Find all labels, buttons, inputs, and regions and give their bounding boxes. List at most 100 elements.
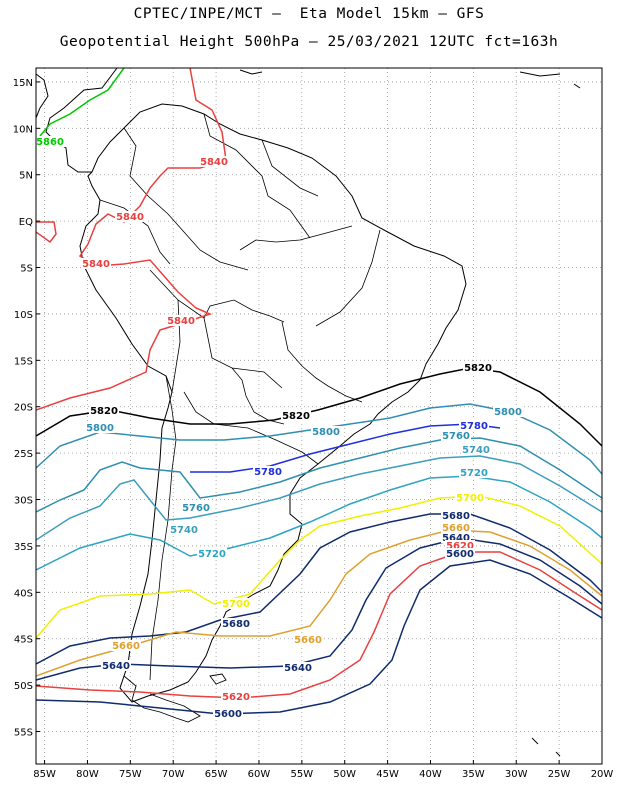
contour-label-background [89,405,119,416]
contour-lines [36,68,602,715]
contour-5660 [36,529,602,677]
contour-label-background [253,466,283,477]
grid-lines [36,68,603,764]
contour-label-background [111,640,141,651]
contour-label-5700: 5700 [456,493,484,504]
contour-label-5780: 5780 [254,467,282,478]
contour-label-background [441,430,471,441]
lat-tick-label: 10N [13,124,33,135]
contour-label-5680: 5680 [442,511,470,522]
contour-label-5740: 5740 [170,525,198,536]
contour-label-background [101,660,131,671]
contour-label-5800: 5800 [494,407,522,418]
contour-label-background [459,467,489,478]
contour-5640 [36,537,602,681]
contour-label-background [199,156,229,167]
contour-5740 [36,455,602,541]
contour-label-5660: 5660 [442,523,470,534]
lat-tick-label: 15S [14,356,33,367]
contour-label-5840: 5840 [200,157,228,168]
contour-label-5700: 5700 [222,599,250,610]
contour-label-background [441,532,471,543]
lon-tick-label: 40W [419,769,442,780]
lat-tick-label: 30S [14,496,33,507]
contour-label-5840: 5840 [167,316,195,327]
lon-tick-label: 45W [376,769,399,780]
contour-label-background [197,548,227,559]
axis-ticks: 15N 10N 5N EQ 5S 10S 15S 20S 25S 30S 35S 40S 45S 50S 5… [13,78,614,780]
central-america-coastline [36,73,49,119]
contour-label-5680: 5680 [222,619,250,630]
contour-label-5720: 5720 [460,468,488,479]
contour-label-background [115,211,145,222]
contour-label-background [455,492,485,503]
contour-5680 [36,513,602,665]
contour-label-5800: 5800 [312,427,340,438]
contour-label-5720: 5720 [198,549,226,560]
lon-tick-label: 35W [462,769,485,780]
contour-5840-north-small [36,221,57,244]
contour-label-background [461,444,491,455]
falkland-islands [209,673,227,685]
lat-tick-label: 10S [14,310,33,321]
lat-tick-label: 5N [19,171,33,182]
lon-tick-label: 55W [291,769,314,780]
contour-label-5600: 5600 [214,709,242,720]
contour-label-background [221,598,251,609]
caribbean-islands [239,69,581,89]
lon-tick-label: 80W [76,769,99,780]
contour-label-background [283,662,313,673]
southern-islands [123,663,561,757]
lon-tick-label: 25W [548,769,571,780]
contour-label-5780: 5780 [460,421,488,432]
contour-label-background [441,510,471,521]
contour-label-background [81,258,111,269]
contour-label-background [311,426,341,437]
contour-label-5820: 5820 [464,363,492,374]
contour-label-background [459,420,489,431]
contour-label-5640: 5640 [442,533,470,544]
contour-label-5660: 5660 [294,635,322,646]
lat-tick-label: 15N [13,78,33,89]
lat-tick-label: 20S [14,403,33,414]
contour-label-background [221,691,251,702]
lon-tick-label: 65W [205,769,228,780]
contour-label-background [441,522,471,533]
lon-tick-label: 30W [505,769,528,780]
contour-label-background [85,422,115,433]
contour-5600 [36,559,602,715]
contour-5860 [39,68,125,137]
contour-label-background [169,524,199,535]
lat-tick-label: 40S [14,588,33,599]
lat-tick-label: 35S [14,542,33,553]
chart-title-line-2: Geopotential Height 500hPa – 25/03/2021 … [59,34,559,50]
contour-label-background [35,136,65,147]
contour-label-background [213,708,243,719]
contour-label-5860: 5860 [36,137,64,148]
contour-label-background [445,540,475,551]
lat-tick-label: 50S [14,681,33,692]
chart-title-line-1: CPTEC/INPE/MCT – Eta Model 15km – GFS [133,6,485,22]
lon-tick-label: 60W [248,769,271,780]
contour-5760 [36,437,602,513]
contour-label-background [281,410,311,421]
contour-label-5760: 5760 [182,503,210,514]
lon-tick-label: 85W [33,769,56,780]
lon-tick-label: 75W [119,769,142,780]
contour-5820 [36,367,602,447]
contour-label-5660: 5660 [112,641,140,652]
contour-label-5620: 5620 [222,692,250,703]
contour-label-background [445,548,475,559]
contour-5620 [36,551,602,699]
lon-tick-label: 50W [333,769,356,780]
contour-label-5760: 5760 [442,431,470,442]
lat-tick-label: 5S [20,264,33,275]
contour-5700 [36,495,602,639]
contour-label-5620: 5620 [446,541,474,552]
contour-5780 [190,423,501,473]
contour-label-5840: 5840 [82,259,110,270]
lat-tick-label: 45S [14,635,33,646]
map-frame [35,67,603,765]
